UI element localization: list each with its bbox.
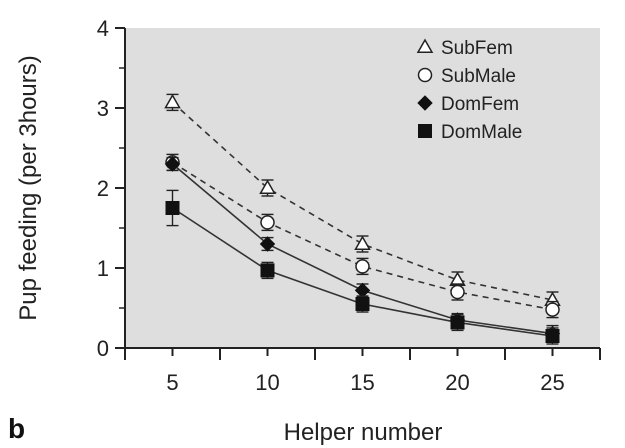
- y-tick-label: 3: [97, 96, 109, 121]
- data-point: [259, 179, 276, 194]
- series-dommale: [165, 189, 560, 345]
- x-tick-label: 15: [350, 370, 374, 395]
- data-point: [164, 93, 181, 109]
- x-tick-label: 20: [445, 370, 469, 395]
- panel-label: b: [8, 413, 25, 444]
- y-tick-label: 0: [97, 336, 109, 361]
- data-point: [164, 156, 181, 172]
- y-tick-label: 2: [97, 176, 109, 201]
- data-point: [165, 201, 180, 215]
- data-point: [355, 297, 370, 311]
- x-tick-label: 5: [166, 370, 178, 395]
- data-point: [260, 263, 275, 278]
- legend-marker: [416, 38, 434, 53]
- data-point: [450, 284, 465, 300]
- data-point: [355, 259, 370, 274]
- series-layer: [164, 93, 561, 345]
- y-axis-title: Pup feeding (per 3hours): [15, 55, 42, 321]
- x-tick-label: 10: [255, 370, 279, 395]
- data-point: [354, 235, 371, 250]
- legend-label: SubFem: [441, 38, 513, 59]
- x-axis-title: Helper number: [284, 419, 443, 446]
- data-point: [260, 215, 275, 230]
- data-point: [450, 315, 465, 330]
- data-point: [259, 236, 276, 252]
- data-point: [545, 329, 560, 343]
- legend-marker: [418, 124, 432, 138]
- legend-label: DomFem: [441, 94, 519, 115]
- y-tick-label: 4: [97, 16, 109, 41]
- data-point: [545, 302, 560, 317]
- legend-marker: [417, 67, 433, 83]
- legend-label: DomMale: [441, 122, 522, 143]
- legend-marker: [417, 95, 433, 111]
- series-subfem: [164, 93, 561, 309]
- legend-label: SubMale: [441, 66, 516, 87]
- axes: 0 1 2 3 4 5 10 15 20 25: [97, 16, 601, 395]
- x-tick-label: 25: [540, 370, 564, 395]
- legend: SubFem SubMale DomFem DomMale: [416, 38, 522, 143]
- y-tick-label: 1: [97, 256, 109, 281]
